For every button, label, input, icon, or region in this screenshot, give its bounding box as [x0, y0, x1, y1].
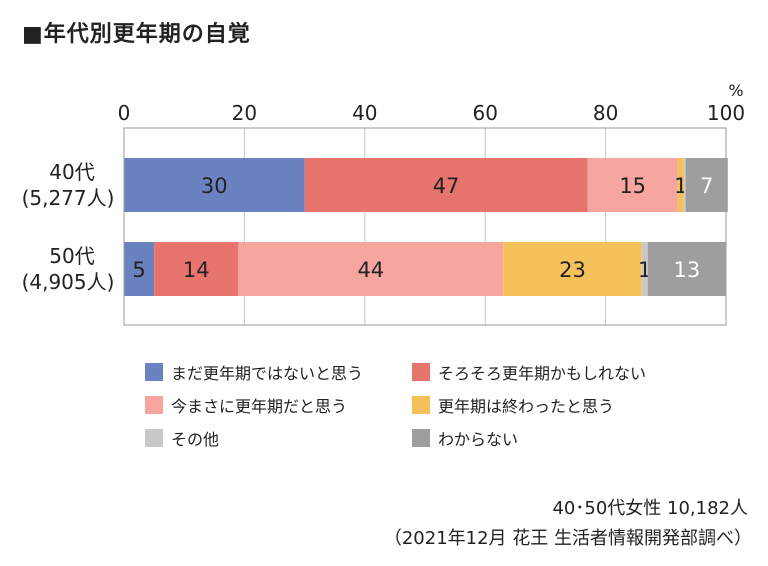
- x-tick-label: 0: [118, 101, 131, 125]
- chart-title: ■年代別更年期の自覚: [22, 22, 251, 47]
- data-label: 47: [433, 174, 460, 198]
- x-tick-label: 80: [593, 101, 618, 125]
- data-label: 23: [559, 258, 586, 282]
- x-tick-label: 60: [472, 101, 497, 125]
- bars: 30 47 15 1 75 14 44 23 1 13: [124, 158, 728, 296]
- legend-item: 今まさに更年期だと思う: [145, 393, 347, 417]
- bar-segment: [683, 158, 686, 212]
- x-axis-ticks: 0 20 40 60 80 100: [118, 101, 745, 125]
- bar-segment: [641, 242, 648, 296]
- plot-frame: [123, 127, 727, 326]
- legend-swatch: [412, 429, 430, 447]
- legend-swatch: [412, 396, 430, 414]
- bar-segment: [677, 158, 684, 212]
- data-label: 7: [700, 174, 713, 198]
- legend-label: 今まさに更年期だと思う: [171, 397, 348, 416]
- data-label: 44: [357, 258, 384, 282]
- bar-segment: [154, 242, 239, 296]
- x-tick-label: 40: [352, 101, 377, 125]
- bar-segment: [685, 158, 728, 212]
- x-tick-label: 20: [232, 101, 257, 125]
- legend-label: わからない: [438, 430, 519, 449]
- bar-segment: [238, 242, 504, 296]
- bar-segment: [647, 242, 726, 296]
- legend-label: そろそろ更年期かもしれない: [438, 364, 647, 383]
- category-label: 40代: [49, 160, 94, 184]
- legend-swatch: [145, 396, 163, 414]
- sample-note: 40･50代女性 10,182人: [552, 498, 748, 519]
- data-label: 14: [183, 258, 210, 282]
- category-labels: 40代(5,277人) 50代(4,905人): [22, 160, 115, 294]
- bar-segment: [124, 242, 155, 296]
- bar-segment: [503, 242, 642, 296]
- legend-item: まだ更年期ではないと思う: [145, 360, 363, 384]
- data-label: 13: [674, 258, 701, 282]
- data-label: 30: [201, 174, 228, 198]
- legend-swatch: [145, 363, 163, 381]
- legend-swatch: [412, 363, 430, 381]
- bar-segment: [304, 158, 588, 212]
- source-note: （2021年12月 花王 生活者情報開発部調べ）: [383, 528, 752, 549]
- legend-item: その他: [145, 426, 219, 450]
- category-sublabel: (4,905人): [22, 270, 115, 294]
- legend-label: 更年期は終わったと思う: [438, 397, 615, 416]
- legend-label: まだ更年期ではないと思う: [171, 364, 364, 383]
- legend-item: わからない: [412, 426, 518, 450]
- bar-segment: [124, 158, 305, 212]
- legend-item: 更年期は終わったと思う: [412, 393, 614, 417]
- unit-label: %: [728, 81, 743, 100]
- legend-swatch: [145, 429, 163, 447]
- category-sublabel: (5,277人): [22, 186, 115, 210]
- data-label: 15: [619, 174, 646, 198]
- data-label: 5: [132, 258, 145, 282]
- legend-item: そろそろ更年期かもしれない: [412, 360, 646, 384]
- x-tick-label: 100: [707, 101, 745, 125]
- bar-segment: [587, 158, 678, 212]
- legend-label: その他: [171, 430, 220, 449]
- category-label: 50代: [49, 244, 94, 268]
